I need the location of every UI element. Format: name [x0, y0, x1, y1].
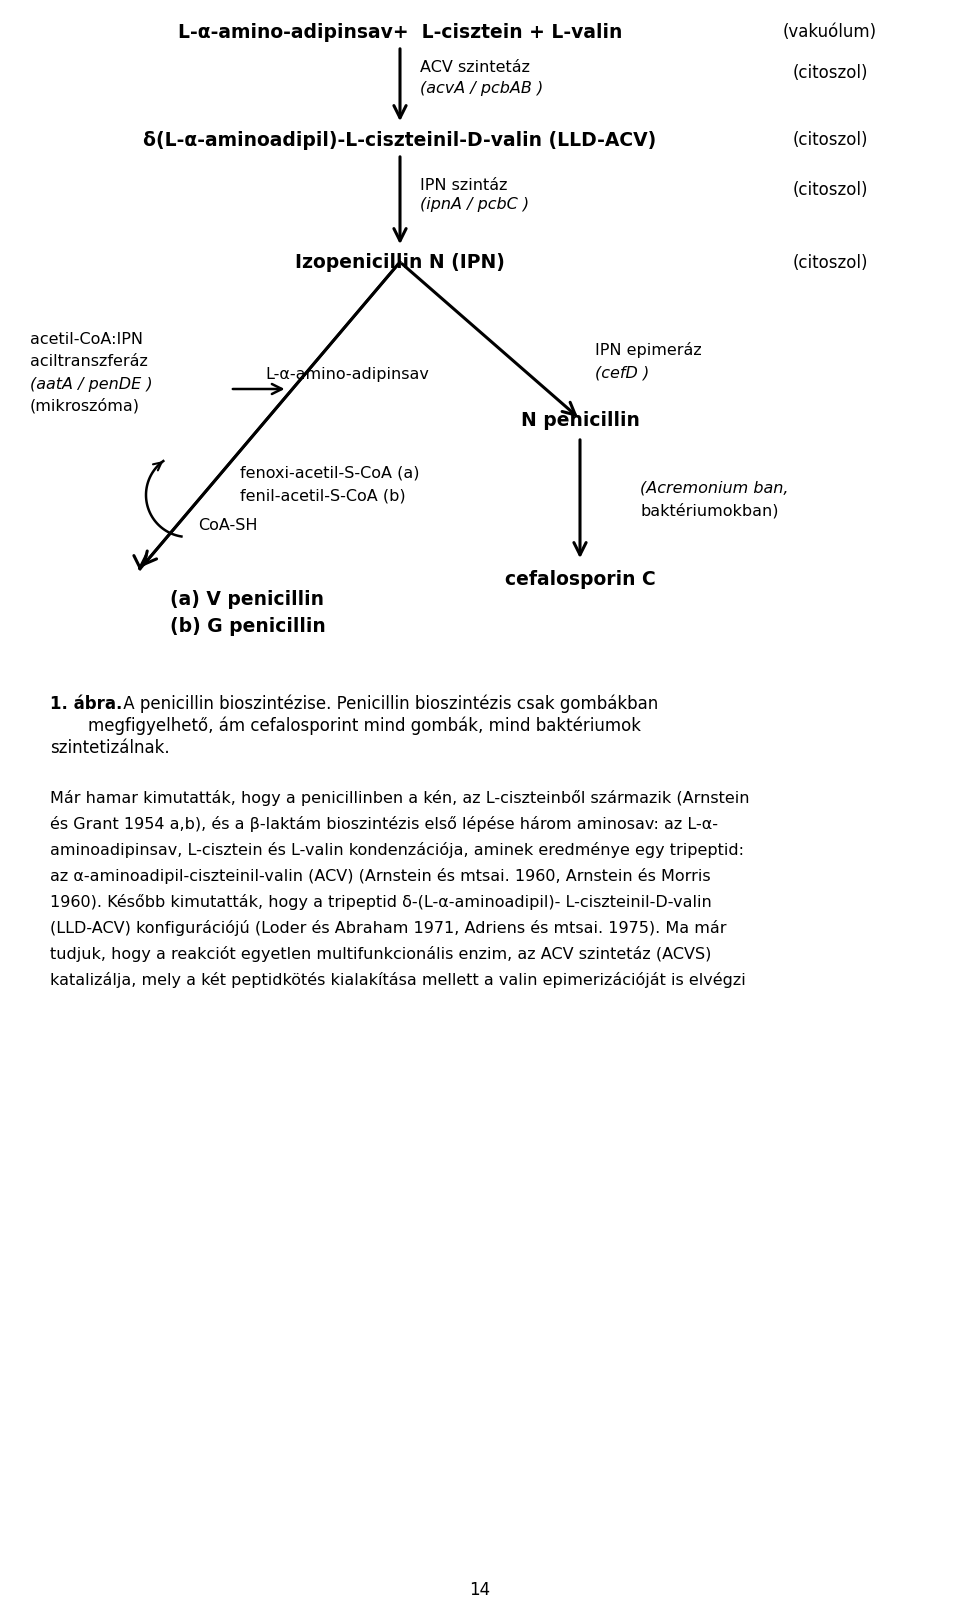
Text: (aatA / penDE ): (aatA / penDE ) [30, 376, 153, 391]
Text: 14: 14 [469, 1580, 491, 1598]
Text: (LLD-ACV) konfigurációjú (Loder és Abraham 1971, Adriens és mtsai. 1975). Ma már: (LLD-ACV) konfigurációjú (Loder és Abrah… [50, 920, 727, 936]
Text: (mikroszóma): (mikroszóma) [30, 399, 140, 413]
Text: cefalosporin C: cefalosporin C [505, 570, 656, 589]
Text: fenil-acetil-S-CoA (b): fenil-acetil-S-CoA (b) [240, 487, 406, 504]
Text: L-α-amino-adipinsav+  L-cisztein + L-valin: L-α-amino-adipinsav+ L-cisztein + L-vali… [178, 23, 622, 42]
Text: (citoszol): (citoszol) [792, 131, 868, 148]
Text: (citoszol): (citoszol) [792, 181, 868, 199]
Text: megfigyelhető, ám cefalosporint mind gombák, mind baktériumok: megfigyelhető, ám cefalosporint mind gom… [88, 717, 641, 734]
Text: ACV szintetáz: ACV szintetáz [420, 60, 530, 76]
Text: Izopenicillin N (IPN): Izopenicillin N (IPN) [295, 253, 505, 273]
Text: N penicillin: N penicillin [520, 410, 639, 429]
Text: CoA-SH: CoA-SH [198, 518, 257, 533]
Text: aminoadipinsav, L-cisztein és L-valin kondenzációja, aminek eredménye egy tripep: aminoadipinsav, L-cisztein és L-valin ko… [50, 841, 744, 857]
Text: IPN epimeráz: IPN epimeráz [595, 342, 702, 358]
Text: 1. ábra.: 1. ábra. [50, 694, 122, 712]
Text: aciltranszferáz: aciltranszferáz [30, 355, 148, 370]
Text: baktériumokban): baktériumokban) [640, 504, 779, 518]
Text: tudjuk, hogy a reakciót egyetlen multifunkcionális enzim, az ACV szintetáz (ACVS: tudjuk, hogy a reakciót egyetlen multifu… [50, 946, 711, 962]
Text: (a) V penicillin: (a) V penicillin [170, 591, 324, 608]
Text: 1960). Később kimutatták, hogy a tripeptid δ-(L-α-aminoadipil)- L-ciszteinil-D-v: 1960). Később kimutatták, hogy a tripept… [50, 894, 711, 909]
Text: szintetizálnak.: szintetizálnak. [50, 739, 170, 757]
Text: A penicillin bioszintézise. Penicillin bioszintézis csak gombákban: A penicillin bioszintézise. Penicillin b… [118, 694, 659, 713]
Text: fenoxi-acetil-S-CoA (a): fenoxi-acetil-S-CoA (a) [240, 465, 420, 481]
Text: és Grant 1954 a,b), és a β-laktám bioszintézis első lépése három aminosav: az L-: és Grant 1954 a,b), és a β-laktám bioszi… [50, 815, 718, 831]
Text: (citoszol): (citoszol) [792, 65, 868, 82]
Text: (Acremonium ban,: (Acremonium ban, [640, 481, 788, 495]
Text: δ(L-α-aminoadipil)-L-ciszteinil-D-valin (LLD-ACV): δ(L-α-aminoadipil)-L-ciszteinil-D-valin … [143, 131, 657, 150]
Text: (vakuólum): (vakuólum) [783, 23, 877, 40]
Text: Már hamar kimutatták, hogy a penicillinben a kén, az L-ciszteinből származik (Ar: Már hamar kimutatták, hogy a penicillinb… [50, 789, 750, 805]
Text: acetil-CoA:IPN: acetil-CoA:IPN [30, 332, 143, 347]
Text: IPN szintáz: IPN szintáz [420, 178, 508, 192]
Text: (ipnA / pcbC ): (ipnA / pcbC ) [420, 197, 529, 213]
Text: L-α-amino-adipinsav: L-α-amino-adipinsav [265, 368, 429, 383]
Text: katalizálja, mely a két peptidkötés kialakítása mellett a valin epimerizációját : katalizálja, mely a két peptidkötés kial… [50, 972, 746, 988]
Text: az α-aminoadipil-ciszteinil-valin (ACV) (Arnstein és mtsai. 1960, Arnstein és Mo: az α-aminoadipil-ciszteinil-valin (ACV) … [50, 867, 710, 883]
Text: (citoszol): (citoszol) [792, 253, 868, 271]
Text: (cefD ): (cefD ) [595, 365, 649, 381]
Text: (b) G penicillin: (b) G penicillin [170, 617, 325, 636]
Text: (acvA / pcbAB ): (acvA / pcbAB ) [420, 81, 543, 95]
